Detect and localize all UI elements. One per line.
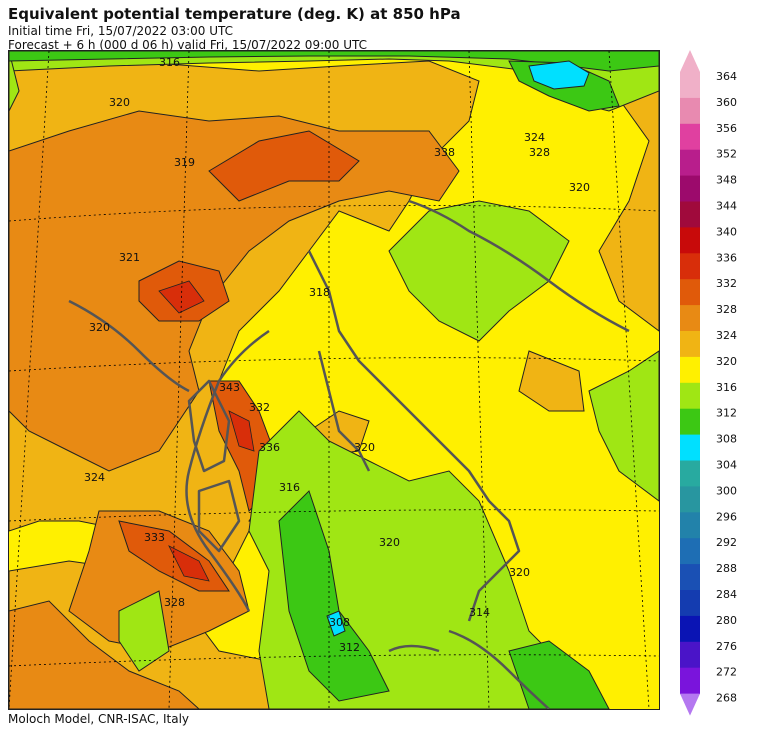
colorbar-swatch bbox=[680, 123, 700, 151]
contour-label: 343 bbox=[219, 381, 240, 394]
colorbar-tick-label: 332 bbox=[716, 277, 737, 290]
contour-label: 308 bbox=[329, 616, 350, 629]
colorbar-tick-label: 336 bbox=[716, 251, 737, 264]
colorbar-swatch bbox=[680, 331, 700, 358]
colorbar-tick-label: 324 bbox=[716, 329, 737, 342]
colorbar-swatch bbox=[680, 305, 700, 332]
initial-time: Initial time Fri, 15/07/2022 03:00 UTC bbox=[8, 24, 234, 38]
colorbar-swatch bbox=[680, 512, 700, 539]
colorbar-swatch bbox=[680, 615, 700, 643]
field-308 bbox=[326, 60, 590, 637]
colorbar-swatch bbox=[680, 408, 700, 436]
colorbar-swatch bbox=[680, 382, 700, 410]
graticule bbox=[9, 51, 659, 709]
contour-label: 312 bbox=[339, 641, 360, 654]
colorbar-swatch bbox=[680, 175, 700, 202]
contour-label: 333 bbox=[144, 531, 165, 544]
coastlines bbox=[68, 199, 630, 709]
colorbar-swatch bbox=[680, 538, 700, 565]
contour-label: 324 bbox=[524, 131, 545, 144]
contour-label: 320 bbox=[509, 566, 530, 579]
contour-label: 316 bbox=[279, 481, 300, 494]
contour-label: 320 bbox=[109, 96, 130, 109]
colorbar-swatch bbox=[680, 460, 700, 487]
colorbar-tick-label: 300 bbox=[716, 484, 737, 497]
theta-e-map: 316 320 324 328 338 319 321 318 320 343 … bbox=[8, 50, 660, 710]
colorbar-swatch bbox=[680, 253, 700, 280]
colorbar-swatch bbox=[680, 149, 700, 177]
colorbar-tick-label: 348 bbox=[716, 174, 737, 187]
colorbar-swatch bbox=[680, 667, 700, 695]
colorbar-swatch bbox=[680, 72, 700, 99]
colorbar-tick-label: 296 bbox=[716, 510, 737, 523]
colorbar-tick-label: 328 bbox=[716, 303, 737, 316]
colorbar-swatch bbox=[680, 434, 700, 461]
colorbar-swatch bbox=[680, 227, 700, 254]
contour-label: 338 bbox=[434, 146, 455, 159]
contour-label: 320 bbox=[89, 321, 110, 334]
colorbar: 364 360 356 352 348 344 340 336 332 328 324 320 316 3… bbox=[680, 50, 737, 716]
colorbar-arrow-bottom bbox=[680, 693, 700, 716]
contour-label: 320 bbox=[569, 181, 590, 194]
colorbar-tick-label: 288 bbox=[716, 562, 737, 575]
contour-label: 320 bbox=[354, 441, 375, 454]
contour-label: 321 bbox=[119, 251, 140, 264]
colorbar-swatch bbox=[680, 201, 700, 228]
colorbar-tick-label: 308 bbox=[716, 433, 737, 446]
contour-label: 328 bbox=[529, 146, 550, 159]
colorbar-arrow-top bbox=[680, 50, 700, 72]
colorbar-tick-label: 360 bbox=[716, 96, 737, 109]
colorbar-swatch bbox=[680, 97, 700, 125]
colorbar-tick-label: 320 bbox=[716, 355, 737, 368]
contour-label: 332 bbox=[249, 401, 270, 414]
contour-label: 318 bbox=[309, 286, 330, 299]
colorbar-tick-label: 356 bbox=[716, 122, 737, 135]
contour-label: 324 bbox=[84, 471, 105, 484]
colorbar-tick-label: 340 bbox=[716, 225, 737, 238]
colorbar-swatch bbox=[680, 279, 700, 306]
model-credit: Moloch Model, CNR-ISAC, Italy bbox=[8, 712, 190, 726]
contour-label: 320 bbox=[379, 536, 400, 549]
contour-label: 316 bbox=[159, 56, 180, 69]
colorbar-tick-label: 292 bbox=[716, 536, 737, 549]
map-title: Equivalent potential temperature (deg. K… bbox=[8, 5, 461, 23]
field-336 bbox=[158, 280, 255, 582]
colorbar-tick-label: 316 bbox=[716, 381, 737, 394]
colorbar-tick-label: 272 bbox=[716, 666, 737, 679]
colorbar-tick-label: 280 bbox=[716, 614, 737, 627]
colorbar-swatch bbox=[680, 486, 700, 513]
colorbar-tick-label: 276 bbox=[716, 640, 737, 653]
colorbar-swatch bbox=[680, 564, 700, 591]
colorbar-swatch bbox=[680, 356, 700, 384]
contour-label: 336 bbox=[259, 441, 280, 454]
field-312 bbox=[9, 51, 659, 709]
map-header: Equivalent potential temperature (deg. K… bbox=[8, 5, 461, 53]
contour-label: 328 bbox=[164, 596, 185, 609]
colorbar-tick-label: 364 bbox=[716, 70, 737, 83]
contour-label: 319 bbox=[174, 156, 195, 169]
colorbar-swatch bbox=[680, 590, 700, 617]
colorbar-tick-label: 268 bbox=[716, 692, 737, 705]
colorbar-swatch bbox=[680, 641, 700, 669]
forecast-valid-time: Forecast + 6 h (000 d 06 h) valid Fri, 1… bbox=[8, 38, 367, 52]
colorbar-tick-label: 284 bbox=[716, 588, 737, 601]
contour-labels: 316 320 324 328 338 319 321 318 320 343 … bbox=[84, 56, 590, 654]
colorbar-tick-label: 352 bbox=[716, 148, 737, 161]
contour-label: 314 bbox=[469, 606, 490, 619]
colorbar-tick-label: 304 bbox=[716, 459, 737, 472]
colorbar-tick-label: 344 bbox=[716, 200, 737, 213]
colorbar-tick-label: 312 bbox=[716, 407, 737, 420]
